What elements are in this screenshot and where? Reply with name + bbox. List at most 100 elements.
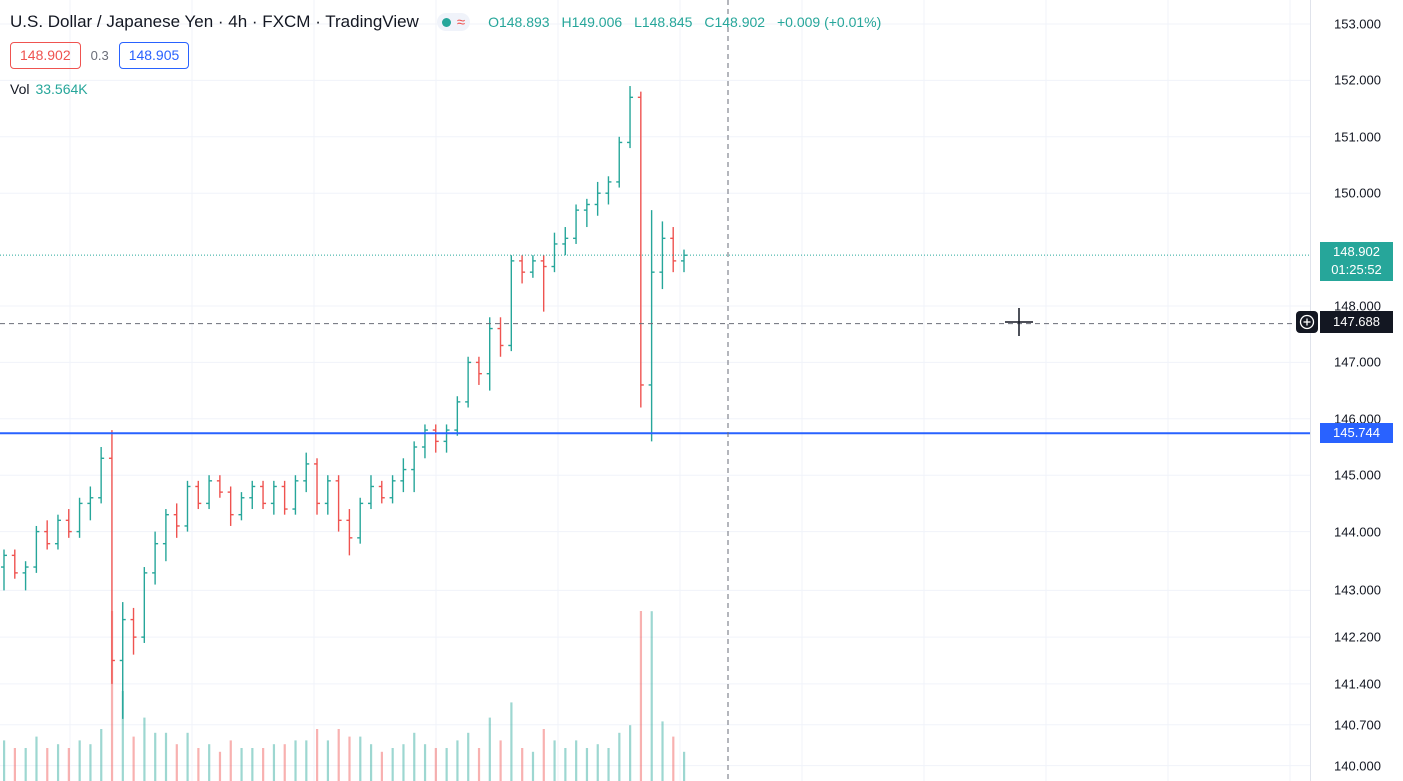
candle (1, 549, 7, 591)
candle (357, 497, 364, 544)
volume-bar (521, 748, 524, 781)
volume-bar (391, 748, 394, 781)
symbol-title[interactable]: U.S. Dollar / Japanese Yen · 4h · FXCM ·… (10, 12, 419, 31)
volume-bar (359, 736, 362, 781)
candle (389, 475, 396, 504)
candlestick-series (1, 86, 687, 719)
volume-bar (218, 751, 222, 781)
volume-bar (445, 748, 448, 781)
volume-bar (110, 611, 114, 781)
volume-bar (607, 748, 610, 781)
candle (119, 602, 126, 719)
last-price-label: 148.902 (1333, 244, 1380, 259)
volume-bar (639, 611, 643, 781)
candle (443, 424, 450, 453)
candle (11, 549, 18, 579)
crosshair-price-tag: 147.688 (1320, 311, 1393, 333)
candle (648, 210, 655, 442)
price-tick-label: 143.000 (1334, 582, 1381, 598)
volume-histogram (3, 611, 686, 781)
candle (249, 480, 256, 510)
candle (637, 91, 644, 408)
volume-bar (499, 740, 502, 781)
candle (76, 497, 83, 538)
countdown-label: 01:25:52 (1331, 262, 1382, 277)
volume-bar (661, 721, 664, 781)
candle (98, 447, 105, 504)
volume-bar (294, 740, 297, 781)
price-tick-label: 144.000 (1334, 524, 1381, 540)
candle (206, 475, 213, 510)
wave-icon: ≈ (456, 13, 466, 31)
price-tick-label: 142.200 (1334, 629, 1381, 645)
price-axis[interactable] (1310, 0, 1403, 781)
candle (454, 396, 461, 436)
candle (681, 249, 687, 273)
candle (238, 492, 245, 521)
candle (659, 221, 666, 290)
candle (108, 430, 115, 684)
open-value: O148.893 (488, 14, 550, 30)
volume-bar (251, 748, 254, 781)
candle (260, 480, 267, 510)
candle (227, 486, 234, 526)
volume-bar (553, 740, 556, 781)
candle (152, 531, 159, 585)
candle (475, 356, 482, 385)
volume-bar (596, 744, 599, 781)
candle (216, 475, 223, 498)
volume-bar (326, 740, 330, 781)
volume-bar (337, 729, 340, 781)
volume-bar (208, 744, 211, 781)
trade-buttons: 148.902 0.3 148.905 (10, 42, 190, 69)
sell-button[interactable]: 148.902 (10, 42, 81, 69)
volume-bar (434, 748, 437, 781)
volume-bar (510, 702, 513, 781)
volume-bar (618, 732, 621, 781)
volume-bar (35, 736, 38, 781)
candle (627, 86, 634, 149)
hline-price-tag[interactable]: 145.744 (1320, 423, 1393, 443)
volume-bar (369, 744, 373, 781)
candle (65, 509, 72, 538)
volume-bar (402, 744, 405, 781)
candle (281, 480, 288, 515)
candle (87, 486, 94, 521)
candle (497, 317, 504, 357)
candle (400, 458, 407, 493)
candle (432, 424, 439, 453)
candle (270, 480, 277, 515)
candle (33, 525, 40, 573)
volume-bar (100, 729, 103, 781)
volume-bar (305, 740, 308, 781)
add-plus-icon[interactable] (1296, 311, 1318, 333)
candle (367, 475, 374, 510)
high-value: H149.006 (561, 14, 623, 30)
volume-bar (348, 736, 351, 781)
volume-bar (477, 748, 481, 781)
candle (184, 480, 191, 532)
symbol-legend[interactable]: U.S. Dollar / Japanese Yen · 4h · FXCM ·… (10, 11, 889, 33)
candle (335, 475, 342, 532)
price-tick-label: 147.000 (1334, 354, 1381, 370)
candle (141, 567, 148, 643)
candle (486, 317, 493, 391)
candle (421, 424, 428, 459)
spread-value: 0.3 (90, 48, 109, 63)
market-status[interactable]: ≈ (436, 13, 471, 31)
candle (583, 198, 590, 228)
volume-label: Vol (10, 81, 30, 97)
volume-legend[interactable]: Vol 33.564K (10, 81, 88, 97)
volume-bar (380, 751, 383, 781)
candle (465, 356, 472, 408)
ohlc-values: O148.893 H149.006 L148.845 C148.902 +0.0… (488, 14, 889, 30)
candle (292, 475, 299, 515)
change-value: +0.009 (+0.01%) (776, 14, 882, 30)
volume-bar (121, 691, 124, 781)
buy-button[interactable]: 148.905 (118, 42, 190, 69)
candle (605, 176, 612, 205)
close-value: C148.902 (704, 14, 766, 30)
chart-grid (0, 0, 1310, 781)
candle (573, 204, 580, 244)
